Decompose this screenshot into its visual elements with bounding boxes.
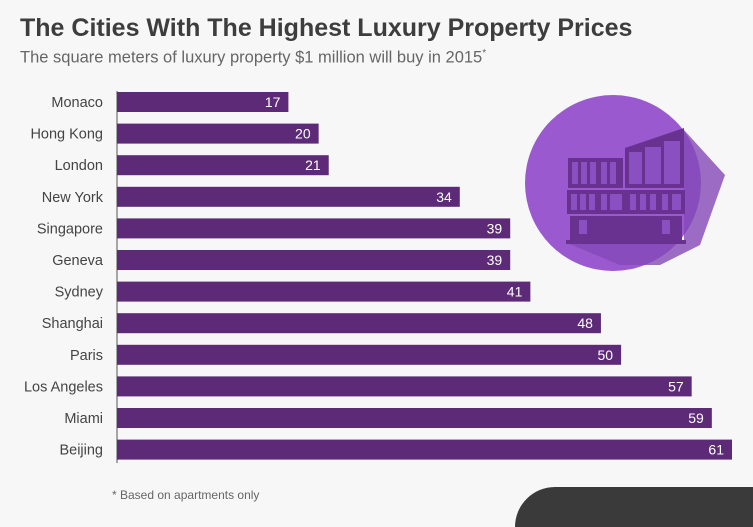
category-label: Miami (64, 411, 103, 427)
value-label: 34 (436, 189, 452, 205)
chart-title: The Cities With The Highest Luxury Prope… (20, 14, 633, 42)
category-label: New York (42, 190, 104, 206)
value-label: 48 (577, 315, 593, 331)
bar-hong-kong (117, 123, 319, 144)
bar-miami (117, 408, 712, 428)
value-label: 50 (598, 347, 614, 363)
value-label: 59 (688, 410, 704, 426)
category-label: Shanghai (42, 316, 103, 332)
value-label: 41 (507, 284, 523, 300)
footnote: * Based on apartments only (112, 488, 260, 502)
bar-monaco (117, 92, 289, 112)
category-label: Beijing (59, 443, 103, 459)
bar-beijing (117, 439, 732, 460)
value-label: 57 (668, 378, 684, 394)
bar-london (117, 155, 329, 176)
category-label: Hong Kong (30, 127, 103, 143)
value-label: 21 (305, 157, 321, 173)
value-label: 61 (708, 442, 724, 458)
category-label: Singapore (37, 221, 103, 237)
brand-tab (515, 487, 753, 527)
subtitle-marker: * (482, 48, 487, 59)
category-label: Geneva (52, 253, 104, 269)
category-label: Sydney (55, 285, 104, 301)
value-label: 20 (295, 126, 311, 142)
category-label: Paris (70, 348, 103, 364)
building-illustration (525, 95, 725, 271)
bar-new-york (117, 186, 460, 207)
bar-singapore (117, 218, 511, 239)
bar-chart: Monaco 17 Hong Kong 20 London 21 New York 34 Sin… (24, 91, 732, 463)
category-label: Monaco (51, 95, 103, 111)
value-label: 39 (487, 252, 503, 268)
bar-sydney (117, 281, 531, 302)
bar-geneva (117, 250, 511, 270)
value-label: 39 (487, 220, 503, 236)
bar-paris (117, 344, 622, 365)
category-label: London (55, 158, 103, 174)
value-label: 17 (265, 94, 281, 110)
bar-shanghai (117, 313, 601, 334)
category-label: Los Angeles (24, 379, 103, 395)
subtitle-text: The square meters of luxury property $1 … (20, 48, 483, 67)
bar-los-angeles (117, 376, 692, 397)
icon-shadow (567, 130, 725, 265)
chart-subtitle: The square meters of luxury property $1 … (20, 48, 486, 68)
